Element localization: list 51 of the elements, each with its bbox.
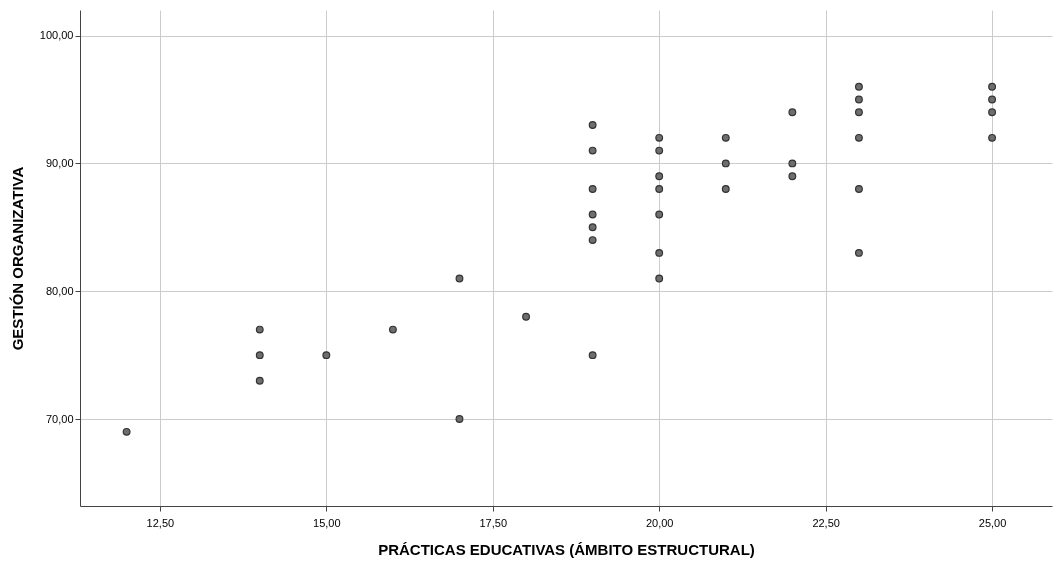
x-axis-title: PRÁCTICAS EDUCATIVAS (ÁMBITO ESTRUCTURAL)	[378, 540, 755, 558]
point	[655, 210, 664, 219]
point	[788, 108, 797, 117]
point	[788, 159, 797, 168]
point	[255, 325, 264, 334]
point	[455, 415, 464, 424]
point	[655, 172, 664, 181]
point	[655, 133, 664, 142]
point	[655, 274, 664, 283]
point	[588, 146, 597, 155]
point	[988, 95, 997, 104]
point	[255, 376, 264, 385]
point	[588, 121, 597, 129]
y-tick-label: 80,00	[45, 284, 74, 297]
point	[322, 351, 331, 360]
point	[988, 108, 997, 117]
point	[854, 185, 863, 193]
point	[122, 427, 131, 436]
point	[388, 325, 397, 334]
point	[655, 146, 664, 155]
y-tick-label: 90,00	[45, 156, 74, 169]
point	[455, 274, 464, 283]
y-axis-title: GESTIÓN ORGANIZATIVA	[8, 166, 26, 351]
point	[854, 248, 863, 257]
point	[588, 236, 597, 245]
point	[721, 159, 730, 168]
point	[988, 82, 997, 91]
y-tick-label: 100,00	[39, 29, 74, 42]
x-tick-label: 17,50	[479, 516, 508, 529]
x-tick-label: 22,50	[812, 516, 840, 529]
x-tick-label: 12,50	[146, 516, 175, 529]
point	[721, 185, 730, 193]
point	[655, 248, 664, 257]
y-tick-label: 70,00	[45, 412, 74, 425]
point	[588, 351, 597, 360]
point	[588, 185, 597, 193]
point	[854, 133, 863, 142]
x-tick-label: 20,00	[645, 516, 674, 529]
point	[854, 95, 863, 104]
point	[655, 185, 664, 193]
point	[588, 223, 597, 232]
point	[255, 351, 264, 360]
point	[854, 108, 863, 117]
x-tick-label: 15,00	[313, 516, 341, 529]
point	[788, 172, 797, 181]
x-tick-label: 25,00	[978, 516, 1007, 529]
point	[588, 210, 597, 219]
point	[988, 133, 997, 142]
point	[522, 312, 531, 321]
point	[854, 82, 863, 91]
point	[721, 133, 730, 142]
